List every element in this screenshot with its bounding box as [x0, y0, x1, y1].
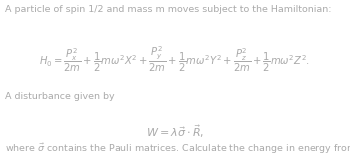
- Text: where $\vec{\sigma}$ contains the Pauli matrices. Calculate the change in energy: where $\vec{\sigma}$ contains the Pauli …: [5, 142, 350, 156]
- Text: A particle of spin 1/2 and mass m moves subject to the Hamiltonian:: A particle of spin 1/2 and mass m moves …: [5, 5, 332, 14]
- Text: $W = \lambda\vec{\sigma} \cdot \vec{R},$: $W = \lambda\vec{\sigma} \cdot \vec{R},$: [146, 123, 204, 140]
- Text: $H_0 = \dfrac{P_x^2}{2m} + \dfrac{1}{2}m\omega^2 X^2 + \dfrac{P_y^2}{2m} + \dfra: $H_0 = \dfrac{P_x^2}{2m} + \dfrac{1}{2}m…: [40, 44, 310, 74]
- Text: A disturbance given by: A disturbance given by: [5, 92, 115, 101]
